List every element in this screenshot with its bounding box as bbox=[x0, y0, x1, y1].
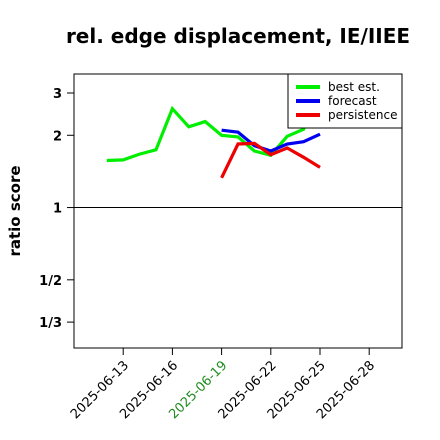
y-tick-label: 3 bbox=[53, 87, 62, 102]
y-tick-label: 1/2 bbox=[39, 274, 62, 289]
legend-label: forecast bbox=[328, 94, 377, 108]
plot-frame bbox=[73, 73, 403, 349]
legend-label: persistence bbox=[328, 108, 397, 122]
y-tick-label: 2 bbox=[53, 129, 62, 144]
series-line-persistence bbox=[220, 141, 321, 179]
chart-title: rel. edge displacement, IE/IIEE bbox=[65, 24, 411, 48]
legend-label: best est. bbox=[328, 80, 380, 94]
series-line-best-est bbox=[106, 74, 322, 163]
y-tick-label: 1 bbox=[53, 202, 62, 217]
y-tick-label: 1/3 bbox=[39, 316, 62, 331]
series-line-forecast bbox=[221, 128, 321, 153]
y-axis-label: ratio score bbox=[6, 165, 24, 256]
